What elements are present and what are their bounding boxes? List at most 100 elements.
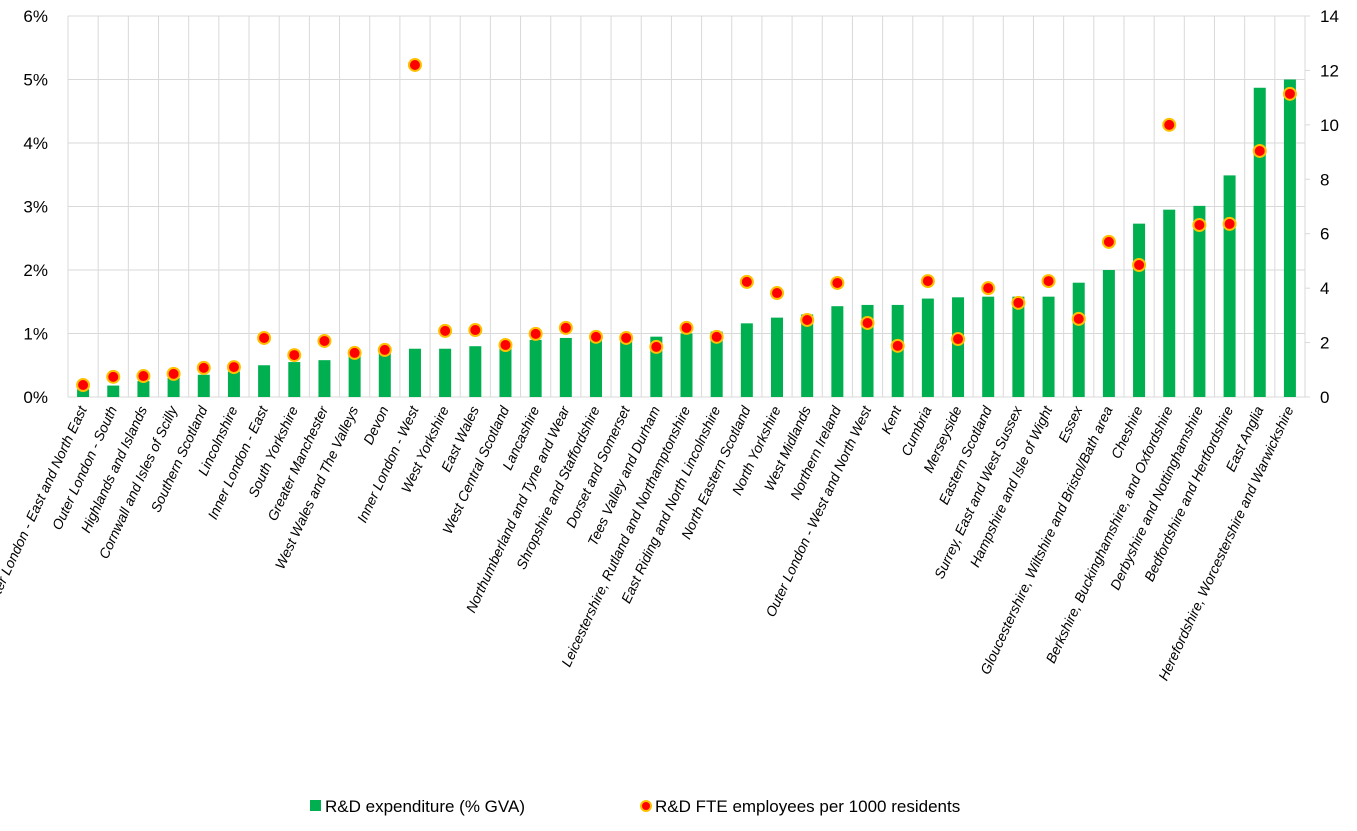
bar — [831, 306, 844, 397]
bar — [77, 389, 90, 397]
dot — [438, 323, 453, 338]
bar — [1133, 223, 1146, 397]
x-tick-label: Devon — [360, 403, 392, 447]
dot — [106, 369, 121, 384]
y-tick-label: 6% — [23, 7, 48, 26]
y2-tick-label: 8 — [1320, 170, 1329, 189]
dot — [317, 333, 332, 348]
dot — [860, 315, 875, 330]
bar — [1223, 175, 1236, 397]
y2-tick-label: 4 — [1320, 279, 1329, 298]
dot — [981, 281, 996, 296]
y2-tick-label: 14 — [1320, 7, 1339, 26]
dot — [287, 348, 302, 363]
y-tick-label: 3% — [23, 198, 48, 217]
x-tick-label: Outer London - East and North East — [0, 403, 90, 613]
bar — [227, 371, 240, 397]
dot — [619, 330, 634, 345]
bar — [258, 365, 271, 397]
x-tick-label: Essex — [1055, 403, 1086, 445]
dot — [528, 326, 543, 341]
y-tick-label: 2% — [23, 261, 48, 280]
bar — [1012, 296, 1025, 397]
y2-tick-label: 10 — [1320, 116, 1339, 135]
bar — [740, 323, 753, 397]
dot — [679, 320, 694, 335]
bar — [710, 331, 723, 397]
dot — [257, 330, 272, 345]
dot — [347, 345, 362, 360]
dot — [770, 286, 785, 301]
bar — [288, 362, 301, 397]
dot — [951, 332, 966, 347]
dot — [1071, 311, 1086, 326]
dot — [830, 275, 845, 290]
bar — [1072, 282, 1085, 397]
dot — [1282, 86, 1297, 101]
bar — [921, 298, 934, 397]
bar — [408, 348, 421, 397]
bar — [1253, 87, 1266, 397]
dot — [1252, 143, 1267, 158]
bar — [680, 333, 693, 397]
y-tick-label: 5% — [23, 71, 48, 90]
bar — [167, 377, 180, 397]
dot — [1132, 258, 1147, 273]
bar — [771, 317, 784, 397]
bar — [1042, 296, 1055, 397]
dot — [166, 366, 181, 381]
bar — [529, 339, 542, 397]
dot — [1101, 234, 1116, 249]
x-tick-label: Kent — [878, 403, 905, 437]
dot — [709, 329, 724, 344]
y-tick-label: 0% — [23, 388, 48, 407]
y-tick-label: 1% — [23, 325, 48, 344]
dot — [196, 360, 211, 375]
dot — [649, 339, 664, 354]
dot — [226, 360, 241, 375]
bar — [952, 297, 965, 397]
bar — [348, 355, 361, 397]
dot — [800, 312, 815, 327]
dot — [739, 274, 754, 289]
dot — [890, 338, 905, 353]
bar — [1283, 79, 1296, 397]
bar — [137, 381, 150, 397]
bar — [318, 360, 331, 397]
legend-marker — [640, 800, 652, 812]
legend-label: R&D FTE employees per 1000 residents — [655, 797, 960, 816]
bar — [197, 374, 210, 397]
bar — [982, 296, 995, 397]
y2-tick-label: 0 — [1320, 388, 1329, 407]
y2-tick-label: 2 — [1320, 334, 1329, 353]
bar — [378, 352, 391, 397]
dot — [468, 323, 483, 338]
legend-label: R&D expenditure (% GVA) — [325, 797, 525, 816]
dot — [920, 274, 935, 289]
dot — [588, 329, 603, 344]
bar — [1102, 270, 1115, 397]
y-tick-label: 4% — [23, 134, 48, 153]
dot — [1162, 117, 1177, 132]
bar — [589, 337, 602, 397]
y2-tick-label: 6 — [1320, 225, 1329, 244]
dot — [76, 378, 91, 393]
bar — [499, 344, 512, 397]
dot — [407, 57, 422, 72]
y2-tick-label: 12 — [1320, 61, 1339, 80]
bar — [469, 346, 482, 397]
dot — [558, 320, 573, 335]
dot — [377, 342, 392, 357]
bar — [1193, 205, 1206, 397]
bar — [107, 385, 120, 397]
bar — [620, 337, 633, 397]
dot — [1222, 216, 1237, 231]
dot — [1192, 218, 1207, 233]
dot — [1011, 295, 1026, 310]
dot — [136, 369, 151, 384]
dot — [498, 338, 513, 353]
bar — [801, 314, 814, 397]
bar — [1163, 209, 1176, 397]
dot — [1041, 274, 1056, 289]
